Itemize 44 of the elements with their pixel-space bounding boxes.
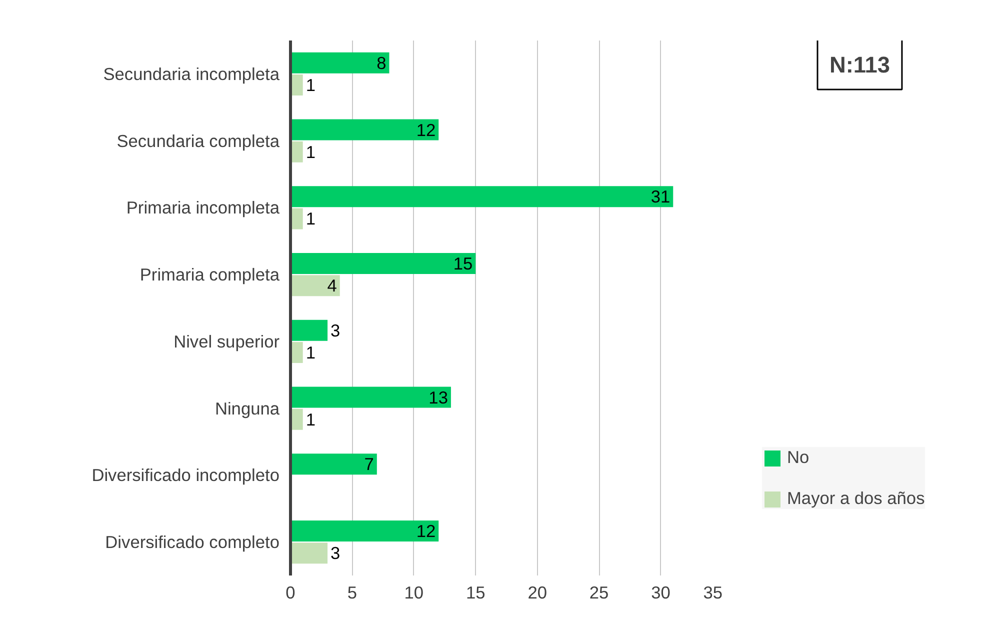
- data-label: 12: [416, 120, 436, 140]
- data-label: 8: [376, 52, 386, 73]
- data-label: 7: [364, 454, 374, 474]
- bar: [290, 52, 390, 74]
- data-label: 31: [650, 186, 670, 207]
- data-label: 3: [330, 543, 340, 564]
- bar: [290, 320, 328, 341]
- x-tick-label: 0: [286, 582, 296, 602]
- bar: [290, 186, 674, 208]
- x-tick-label: 25: [589, 582, 609, 602]
- data-label: 1: [306, 142, 316, 162]
- y-tick-label: Primaria incompleta: [126, 198, 280, 218]
- data-label: 12: [416, 521, 436, 542]
- y-tick-label: Nivel superior: [174, 331, 280, 352]
- data-label: 3: [330, 320, 340, 340]
- text: N:113: [830, 52, 890, 78]
- x-tick-label: 5: [347, 582, 358, 602]
- y-tick-label: Diversificado completo: [105, 532, 280, 552]
- x-tick-label: 30: [651, 582, 670, 602]
- bar: [290, 542, 328, 564]
- y-tick-label: Ninguna: [214, 398, 280, 418]
- y-tick-label: Primaria completa: [140, 264, 280, 285]
- data-label: 15: [453, 254, 473, 274]
- x-tick-label: 10: [404, 582, 424, 602]
- data-label: 1: [306, 208, 316, 229]
- x-tick-label: 35: [703, 582, 723, 602]
- bar: [290, 275, 340, 296]
- y-tick-label: Secundaria completa: [116, 130, 280, 151]
- bar: [290, 454, 377, 475]
- data-label: 1: [306, 409, 316, 430]
- data-label: 1: [306, 342, 316, 362]
- x-tick-label: 20: [528, 582, 547, 602]
- legend-label: Mayor a dos años: [787, 488, 925, 509]
- y-tick-label: Diversificado incompleto: [92, 465, 280, 486]
- data-label: 1: [306, 74, 316, 95]
- bar: [290, 520, 439, 542]
- y-tick-label: Secundaria incompleta: [103, 64, 280, 84]
- x-tick-label: 15: [466, 582, 486, 602]
- data-label: 13: [428, 387, 448, 408]
- legend-label: No: [787, 447, 810, 468]
- bar: [290, 253, 476, 274]
- bar: [290, 119, 439, 140]
- data-label: 4: [327, 276, 338, 296]
- bar: [290, 386, 451, 408]
